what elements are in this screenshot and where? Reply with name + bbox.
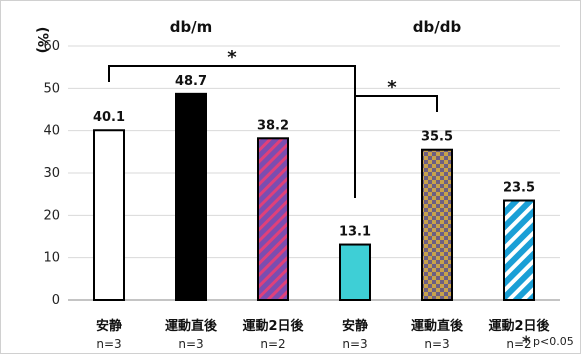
significance-note-star: * (522, 332, 531, 351)
data-label: 13.1 (339, 225, 371, 240)
significance-bracket (354, 95, 438, 186)
y-tick-label: 0 (52, 293, 60, 308)
data-label: 40.1 (93, 110, 125, 125)
group-label: db/m (170, 18, 213, 36)
data-label: 48.7 (175, 74, 207, 89)
bar (421, 148, 453, 301)
n-label: n=3 (342, 337, 367, 351)
data-label: 35.5 (421, 130, 453, 145)
data-label: 38.2 (257, 118, 289, 133)
significance-brackets: ** (108, 47, 438, 198)
y-tick-label: 40 (43, 124, 60, 139)
bar (175, 92, 207, 301)
significance-bracket (108, 65, 356, 198)
bars (93, 92, 535, 301)
category-label: 安静 (342, 318, 368, 334)
y-tick-label: 50 (43, 81, 60, 96)
category-label: 安静 (96, 318, 122, 334)
group-label: db/db (413, 18, 462, 36)
y-tick-label: 60 (43, 39, 60, 54)
gridlines (68, 45, 560, 301)
y-tick-label: 10 (43, 251, 60, 266)
n-label: n=3 (96, 337, 121, 351)
bar (503, 199, 535, 301)
category-label: 運動直後 (165, 318, 218, 334)
category-label: 運動2日後 (242, 318, 304, 334)
bar (257, 137, 289, 301)
category-label: 運動直後 (411, 318, 464, 334)
bar (339, 243, 371, 301)
n-label: n=2 (506, 337, 531, 351)
y-axis-label: (%) (34, 27, 50, 54)
data-label: 23.5 (503, 181, 535, 196)
category-label: 運動2日後 (488, 318, 550, 334)
significance-star: * (227, 47, 237, 68)
n-label: n=2 (260, 337, 285, 351)
y-tick-label: 20 (43, 208, 60, 223)
bar (93, 129, 125, 301)
significance-star: * (387, 77, 397, 98)
n-label: n=3 (424, 337, 449, 351)
labels: 0 10 20 30 40 50 60 40.1 安静 n=3 48.7 運動直後 n=3 38.2 運動2… (43, 18, 550, 351)
significance-note: p<0.05 (533, 335, 574, 348)
y-tick-label: 30 (43, 166, 60, 181)
n-label: n=3 (178, 337, 203, 351)
